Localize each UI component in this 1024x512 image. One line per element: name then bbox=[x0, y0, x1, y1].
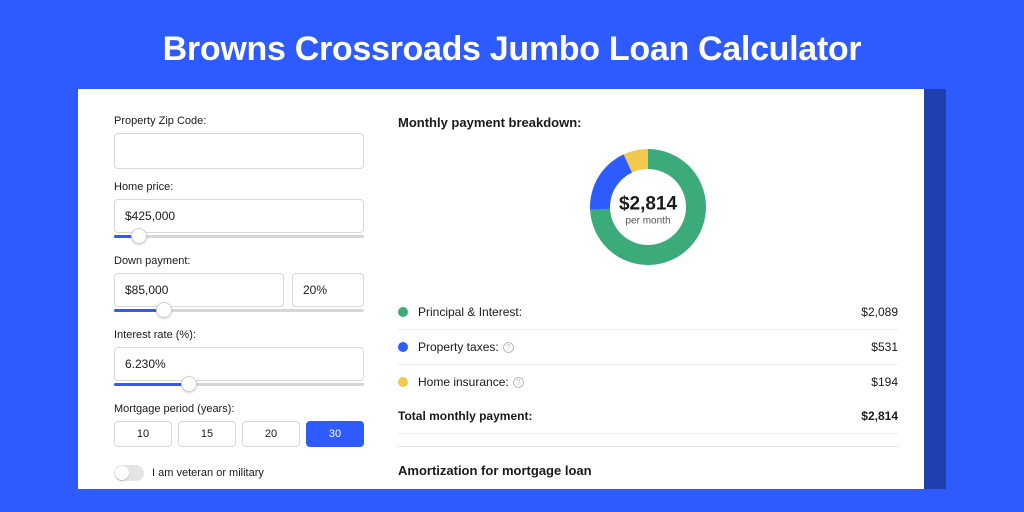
mortgage-period-option[interactable]: 20 bbox=[242, 421, 300, 447]
mortgage-period-option[interactable]: 30 bbox=[306, 421, 364, 447]
amortization-title: Amortization for mortgage loan bbox=[398, 463, 898, 478]
breakdown-value: $531 bbox=[871, 340, 898, 354]
veteran-label: I am veteran or military bbox=[152, 467, 264, 479]
mortgage-period-option[interactable]: 15 bbox=[178, 421, 236, 447]
home-price-label: Home price: bbox=[114, 181, 364, 193]
breakdown-rows: Principal & Interest:$2,089Property taxe… bbox=[398, 295, 898, 399]
breakdown-row: Property taxes:?$531 bbox=[398, 330, 898, 365]
mortgage-period-option[interactable]: 10 bbox=[114, 421, 172, 447]
total-value: $2,814 bbox=[861, 409, 898, 423]
donut-chart: $2,814 per month bbox=[583, 142, 713, 277]
breakdown-label: Home insurance:? bbox=[418, 375, 871, 389]
zip-input[interactable] bbox=[114, 133, 364, 169]
breakdown-title: Monthly payment breakdown: bbox=[398, 115, 898, 130]
mortgage-period-label: Mortgage period (years): bbox=[114, 403, 364, 415]
slider-thumb[interactable] bbox=[156, 302, 172, 318]
calculator-panel: Property Zip Code: Home price: Down paym… bbox=[78, 89, 924, 489]
breakdown-row: Principal & Interest:$2,089 bbox=[398, 295, 898, 330]
down-payment-pct-input[interactable] bbox=[292, 273, 364, 307]
mortgage-period-group: 10152030 bbox=[114, 421, 364, 447]
amortization-text: Amortization for a mortgage loan refers … bbox=[398, 488, 898, 489]
slider-thumb[interactable] bbox=[131, 228, 147, 244]
donut-sub: per month bbox=[619, 215, 677, 226]
info-icon[interactable]: ? bbox=[503, 342, 514, 353]
breakdown-dot bbox=[398, 342, 408, 352]
result-column: Monthly payment breakdown: $2,814 per mo… bbox=[398, 115, 898, 489]
interest-rate-label: Interest rate (%): bbox=[114, 329, 364, 341]
breakdown-total-row: Total monthly payment: $2,814 bbox=[398, 399, 898, 434]
breakdown-value: $194 bbox=[871, 375, 898, 389]
down-payment-label: Down payment: bbox=[114, 255, 364, 267]
down-payment-amount-input[interactable] bbox=[114, 273, 284, 307]
breakdown-dot bbox=[398, 307, 408, 317]
page-title: Browns Crossroads Jumbo Loan Calculator bbox=[0, 0, 1024, 89]
zip-label: Property Zip Code: bbox=[114, 115, 364, 127]
interest-rate-slider[interactable] bbox=[114, 379, 364, 391]
info-icon[interactable]: ? bbox=[513, 377, 524, 388]
donut-chart-wrap: $2,814 per month bbox=[398, 142, 898, 277]
form-column: Property Zip Code: Home price: Down paym… bbox=[114, 115, 364, 489]
home-price-input[interactable] bbox=[114, 199, 364, 233]
toggle-knob bbox=[115, 466, 129, 480]
donut-center: $2,814 per month bbox=[619, 193, 677, 226]
total-label: Total monthly payment: bbox=[398, 409, 861, 423]
breakdown-label: Property taxes:? bbox=[418, 340, 871, 354]
slider-fill bbox=[114, 383, 189, 386]
down-payment-slider[interactable] bbox=[114, 305, 364, 317]
donut-amount: $2,814 bbox=[619, 193, 677, 215]
breakdown-value: $2,089 bbox=[861, 305, 898, 319]
down-payment-row bbox=[114, 273, 364, 307]
panel-drop-shadow: Property Zip Code: Home price: Down paym… bbox=[78, 89, 946, 489]
amortization-section: Amortization for mortgage loan Amortizat… bbox=[398, 446, 898, 489]
home-price-slider[interactable] bbox=[114, 231, 364, 243]
slider-track bbox=[114, 235, 364, 238]
breakdown-row: Home insurance:?$194 bbox=[398, 365, 898, 399]
breakdown-dot bbox=[398, 377, 408, 387]
veteran-toggle[interactable] bbox=[114, 465, 144, 481]
interest-rate-input[interactable] bbox=[114, 347, 364, 381]
slider-thumb[interactable] bbox=[181, 376, 197, 392]
breakdown-label: Principal & Interest: bbox=[418, 305, 861, 319]
veteran-row: I am veteran or military bbox=[114, 465, 364, 481]
